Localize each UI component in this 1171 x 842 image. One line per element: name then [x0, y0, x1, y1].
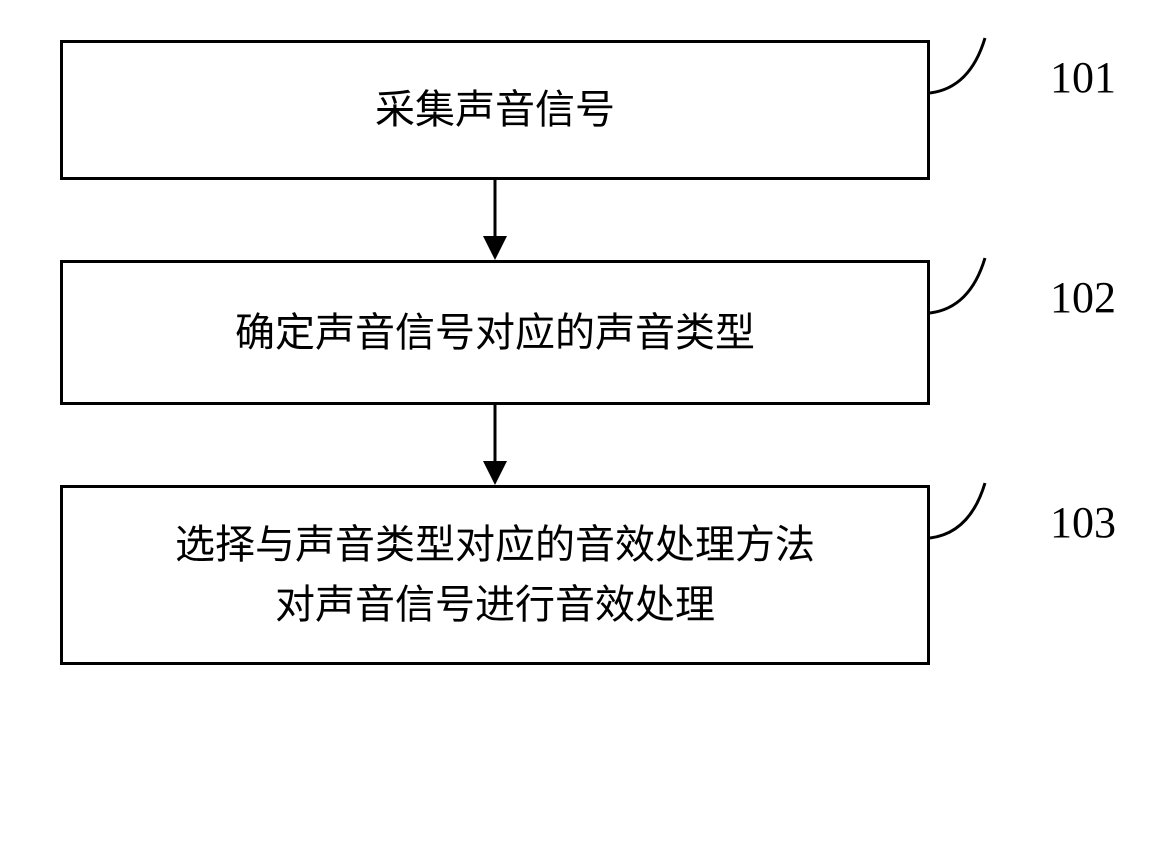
arrow-2	[60, 405, 930, 485]
flowchart-box-1: 采集声音信号	[60, 40, 930, 180]
box-3-text: 选择与声音类型对应的音效处理方法 对声音信号进行音效处理	[175, 515, 815, 635]
box-2-text: 确定声音信号对应的声音类型	[235, 303, 755, 363]
flowchart-box-2: 确定声音信号对应的声音类型	[60, 260, 930, 405]
box-1-label: 101	[1050, 52, 1116, 103]
flowchart-box-3: 选择与声音类型对应的音效处理方法 对声音信号进行音效处理	[60, 485, 930, 665]
box-2-label: 102	[1050, 272, 1116, 323]
box-1-text: 采集声音信号	[375, 80, 615, 140]
label-connector-1	[930, 33, 1010, 103]
arrow-1	[60, 180, 930, 260]
flowchart-container: 采集声音信号 101 确定声音信号对应的声音类型 102 选择与声音类型对应的音…	[60, 40, 1120, 665]
label-connector-2	[930, 253, 1010, 323]
label-connector-3	[930, 478, 1010, 548]
box-3-label: 103	[1050, 497, 1116, 548]
